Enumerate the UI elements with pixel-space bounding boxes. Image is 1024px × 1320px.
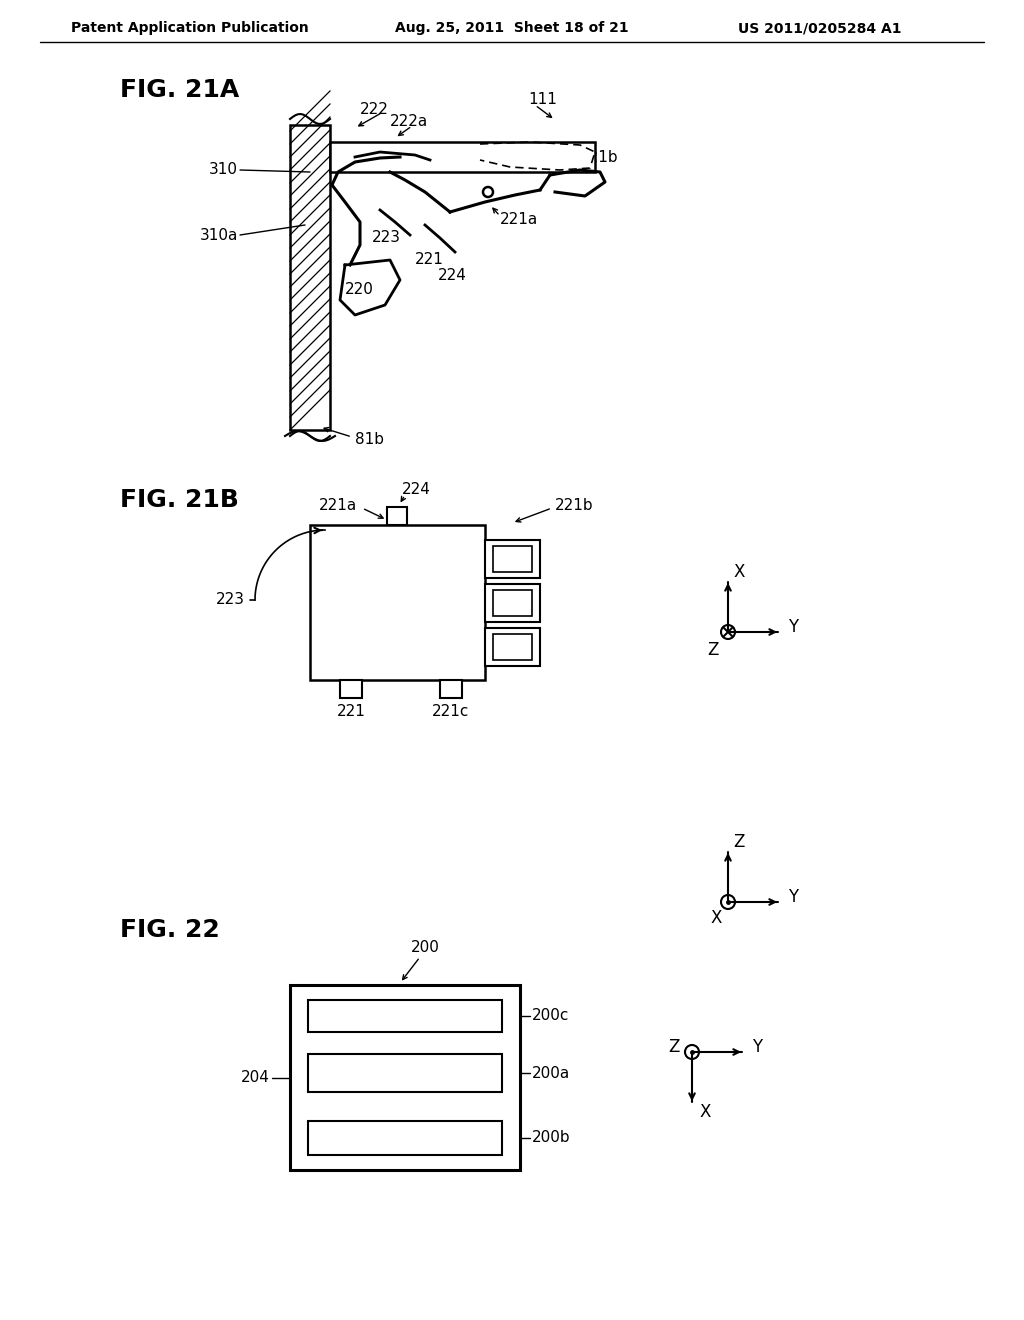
Bar [310, 525, 485, 680]
Bar [387, 507, 407, 525]
Bar [308, 1053, 502, 1092]
Bar [340, 680, 362, 698]
Text: Y: Y [788, 618, 798, 636]
Text: Patent Application Publication: Patent Application Publication [71, 21, 309, 36]
Text: X: X [733, 564, 744, 581]
Bar [330, 143, 595, 172]
Text: Z: Z [669, 1038, 680, 1056]
Text: Aug. 25, 2011  Sheet 18 of 21: Aug. 25, 2011 Sheet 18 of 21 [395, 21, 629, 36]
Text: 221c: 221c [432, 705, 470, 719]
Text: 223: 223 [216, 593, 245, 607]
Bar [485, 583, 540, 622]
Text: FIG. 21B: FIG. 21B [120, 488, 239, 512]
Text: 200: 200 [411, 940, 439, 954]
Text: 310a: 310a [200, 227, 238, 243]
Bar [290, 125, 330, 430]
Text: 222a: 222a [390, 115, 428, 129]
Bar [308, 1121, 502, 1155]
Text: 200c: 200c [532, 1008, 569, 1023]
Bar [290, 985, 520, 1170]
Text: X: X [711, 909, 722, 927]
Text: Y: Y [788, 888, 798, 906]
Text: 200a: 200a [532, 1065, 570, 1081]
Text: 223: 223 [372, 230, 401, 244]
Bar [485, 540, 540, 578]
Text: Y: Y [752, 1038, 762, 1056]
Bar [493, 590, 532, 616]
Text: Z: Z [733, 833, 744, 851]
Text: US 2011/0205284 A1: US 2011/0205284 A1 [738, 21, 902, 36]
Text: 221: 221 [415, 252, 443, 268]
Text: 310: 310 [209, 162, 238, 177]
Bar [440, 680, 462, 698]
Text: FIG. 21A: FIG. 21A [120, 78, 240, 102]
Text: 224: 224 [402, 483, 431, 498]
Bar [493, 634, 532, 660]
Text: 221a: 221a [500, 213, 539, 227]
Text: 221a: 221a [318, 498, 357, 512]
Text: 221b: 221b [555, 498, 594, 512]
Text: 222: 222 [360, 103, 389, 117]
Bar [485, 628, 540, 667]
Text: 200b: 200b [532, 1130, 570, 1146]
Text: 221: 221 [337, 705, 366, 719]
Text: 81b: 81b [355, 433, 384, 447]
Text: 224: 224 [438, 268, 467, 282]
Text: 111: 111 [528, 92, 557, 107]
Text: Z: Z [708, 642, 719, 659]
Bar [493, 546, 532, 572]
Text: 220: 220 [345, 282, 374, 297]
Text: FIG. 22: FIG. 22 [120, 917, 220, 942]
Bar [308, 1001, 502, 1032]
Text: X: X [700, 1104, 712, 1121]
Text: 221b: 221b [580, 149, 618, 165]
Text: 204: 204 [241, 1071, 270, 1085]
